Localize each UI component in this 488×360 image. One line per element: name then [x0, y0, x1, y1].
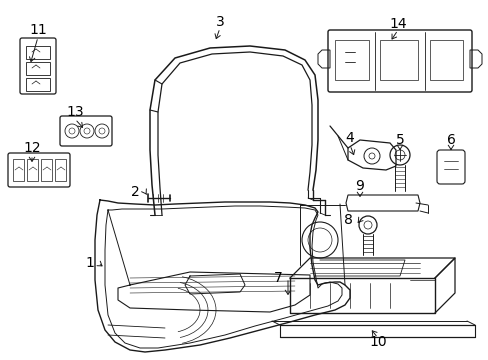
Text: 3: 3: [215, 15, 224, 29]
Text: 9: 9: [355, 179, 364, 193]
Bar: [13, 159, 24, 181]
Bar: [26, 78, 50, 91]
Text: 11: 11: [29, 23, 47, 37]
Bar: [429, 40, 462, 80]
Text: 2: 2: [130, 185, 139, 199]
Bar: [55, 159, 66, 181]
Bar: [26, 62, 50, 75]
Text: 1: 1: [85, 256, 94, 270]
Text: 7: 7: [273, 271, 282, 285]
Text: 8: 8: [343, 213, 352, 227]
Text: 10: 10: [368, 335, 386, 349]
Text: 14: 14: [388, 17, 406, 31]
Bar: [26, 46, 50, 59]
Text: 6: 6: [446, 133, 454, 147]
Bar: [334, 40, 368, 80]
Text: 12: 12: [23, 141, 41, 155]
Bar: [27, 159, 38, 181]
Text: 13: 13: [66, 105, 83, 119]
Text: 4: 4: [345, 131, 354, 145]
Text: 5: 5: [395, 133, 404, 147]
Bar: [41, 159, 52, 181]
Bar: [379, 40, 417, 80]
